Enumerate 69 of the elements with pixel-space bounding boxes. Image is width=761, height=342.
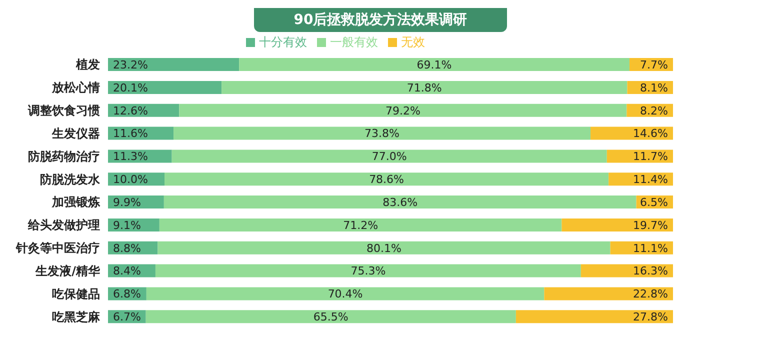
data-label: 8.2%	[640, 104, 668, 118]
y-tick-label: 防脱药物治疗	[28, 149, 100, 164]
y-tick-label: 防脱洗发水	[40, 172, 101, 186]
bar	[562, 218, 673, 232]
data-label: 78.6%	[369, 173, 404, 186]
bar	[146, 287, 544, 300]
data-label: 11.4%	[633, 173, 668, 186]
bar	[179, 104, 627, 117]
bar	[172, 150, 607, 163]
bar	[146, 310, 516, 324]
y-tick-label: 给头发做护理	[27, 218, 100, 232]
y-tick-label: 吃保健品	[52, 286, 100, 301]
bar	[108, 58, 240, 72]
chart-title: 90后拯救脱发方法效果调研	[254, 8, 508, 32]
bar	[164, 196, 636, 209]
legend-label: 一般有效	[330, 35, 378, 49]
y-tick-label: 加强锻炼	[51, 195, 101, 210]
y-tick-label: 调整饮食习惯	[27, 104, 100, 118]
y-tick-label: 针灸等中医治疗	[15, 241, 100, 256]
y-tick-label: 生发液/精华	[34, 264, 101, 278]
legend-label: 无效	[401, 35, 425, 49]
data-label: 10.0%	[113, 173, 148, 186]
data-label: 19.7%	[633, 218, 668, 232]
data-label: 11.6%	[113, 127, 148, 140]
data-label: 8.1%	[640, 81, 668, 94]
data-label: 12.6%	[113, 104, 148, 118]
data-label: 9.9%	[113, 196, 141, 209]
data-label: 27.8%	[633, 310, 668, 324]
data-label: 11.1%	[633, 242, 668, 255]
data-label: 71.2%	[343, 218, 378, 232]
data-label: 65.5%	[313, 310, 348, 324]
data-label: 9.1%	[113, 218, 141, 232]
bar	[108, 80, 222, 94]
data-label: 79.2%	[385, 104, 420, 118]
bar	[174, 126, 591, 140]
data-label: 8.8%	[113, 242, 141, 255]
bar	[222, 80, 628, 94]
bar	[544, 287, 673, 300]
data-label: 75.3%	[350, 264, 386, 278]
bar	[239, 58, 630, 72]
data-label: 22.8%	[633, 288, 668, 301]
data-label: 6.8%	[113, 288, 141, 301]
data-label: 80.1%	[366, 242, 402, 255]
data-label: 73.8%	[364, 127, 400, 140]
y-tick-label: 植发	[75, 58, 100, 72]
data-label: 6.5%	[640, 196, 668, 209]
data-label: 6.7%	[113, 310, 141, 324]
bar	[155, 264, 581, 278]
bar	[159, 218, 562, 232]
bar	[164, 172, 609, 186]
data-label: 8.4%	[113, 264, 141, 278]
legend-label: 十分有效	[259, 35, 307, 49]
data-label: 69.1%	[416, 58, 452, 72]
bar	[158, 241, 610, 254]
data-label: 16.3%	[633, 264, 668, 278]
y-tick-label: 吃黑芝麻	[52, 310, 101, 324]
data-label: 11.3%	[113, 150, 148, 164]
data-label: 20.1%	[113, 81, 148, 94]
data-label: 71.8%	[406, 81, 442, 94]
data-label: 77.0%	[372, 150, 407, 164]
y-tick-label: 生发仪器	[51, 126, 100, 140]
data-label: 83.6%	[382, 196, 418, 209]
data-label: 7.7%	[640, 58, 668, 72]
data-label: 70.4%	[328, 288, 363, 301]
data-label: 23.2%	[113, 58, 148, 72]
y-tick-label: 放松心情	[51, 80, 100, 95]
data-label: 14.6%	[633, 127, 668, 140]
data-label: 11.7%	[633, 150, 668, 164]
bar	[516, 310, 673, 324]
